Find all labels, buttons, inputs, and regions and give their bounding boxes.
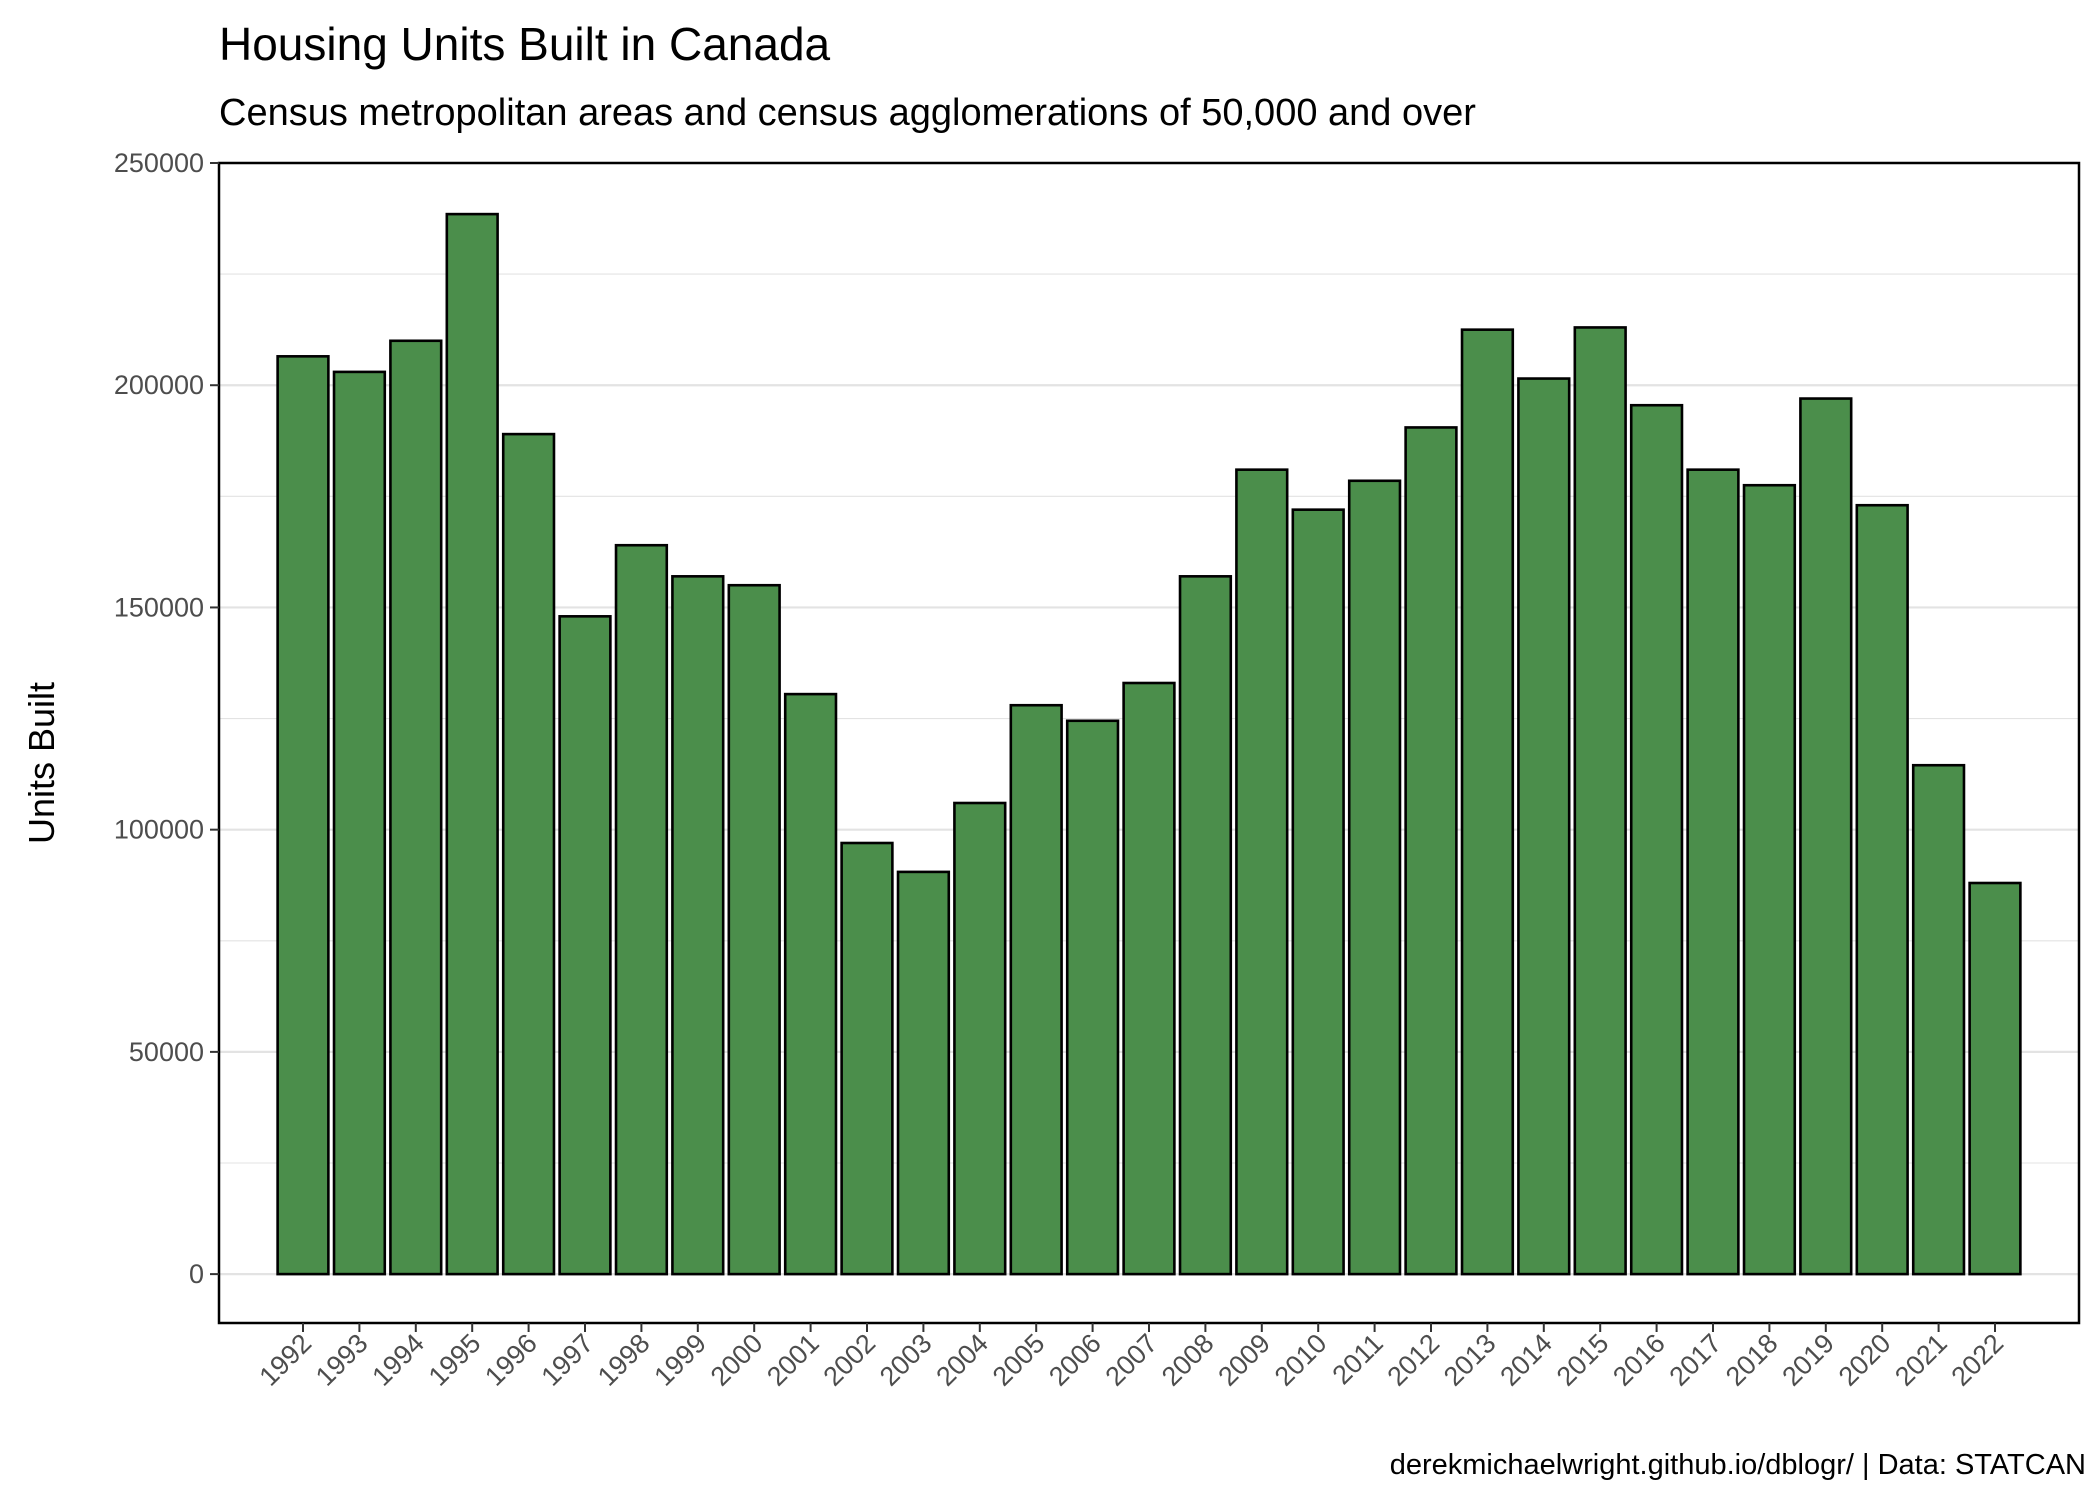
bar-2020 (1855, 503, 1909, 1276)
y-tick-label: 50000 (129, 1037, 204, 1067)
bar-2001 (783, 692, 838, 1276)
x-tick-label: 2003 (874, 1328, 938, 1392)
bar-1995 (445, 212, 499, 1276)
bar-1994 (389, 339, 443, 1276)
y-tick-label: 200000 (114, 370, 204, 400)
bar-1992 (276, 355, 330, 1276)
x-tick-label: 1996 (479, 1328, 543, 1392)
y-tick-label: 250000 (114, 148, 204, 178)
y-axis: 0 50000 100000 150000 200000 250000 (114, 148, 219, 1289)
bar-2013 (1460, 328, 1515, 1276)
x-tick-label: 2011 (1327, 1328, 1389, 1390)
bar-1998 (614, 543, 669, 1276)
x-tick-label: 2000 (705, 1328, 769, 1392)
bar-2011 (1347, 479, 1402, 1276)
bar-2019 (1799, 397, 1853, 1276)
x-tick-label: 2013 (1438, 1328, 1502, 1392)
bar-2016 (1629, 403, 1684, 1276)
bars (276, 212, 2022, 1276)
bar-1999 (671, 575, 725, 1276)
x-tick-label: 2022 (1946, 1328, 2010, 1392)
x-axis: 1992199319941995199619971998199920002001… (254, 1323, 2010, 1392)
x-tick-label: 2021 (1889, 1328, 1953, 1392)
bar-2010 (1291, 508, 1345, 1276)
x-tick-label: 2015 (1551, 1328, 1615, 1392)
bar-2003 (896, 870, 951, 1276)
x-tick-label: 2012 (1382, 1328, 1446, 1392)
chart-subtitle: Census metropolitan areas and census agg… (219, 92, 1476, 134)
bar-2000 (727, 583, 781, 1276)
bar-2014 (1517, 377, 1571, 1276)
bar-1993 (332, 370, 387, 1276)
chart-title: Housing Units Built in Canada (219, 18, 831, 70)
x-tick-label: 2004 (930, 1328, 994, 1392)
bar-2005 (1009, 703, 1063, 1276)
x-tick-label: 2016 (1607, 1328, 1671, 1392)
bar-2022 (1968, 881, 2022, 1276)
bar-2007 (1122, 681, 1176, 1276)
x-tick-label: 2009 (1212, 1328, 1276, 1392)
x-tick-label: 2014 (1494, 1328, 1558, 1392)
x-tick-label: 1998 (592, 1328, 656, 1392)
bar-2021 (1911, 763, 1966, 1276)
x-tick-label: 1995 (423, 1328, 487, 1392)
x-tick-label: 2005 (987, 1328, 1051, 1392)
bar-2015 (1573, 326, 1627, 1276)
x-tick-label: 2020 (1833, 1328, 1897, 1392)
y-tick-label: 100000 (114, 815, 204, 845)
x-tick-label: 1999 (648, 1328, 712, 1392)
x-tick-label: 2018 (1720, 1328, 1784, 1392)
bar-2018 (1742, 483, 1797, 1276)
bar-1996 (501, 432, 556, 1276)
x-tick-label: 2006 (1043, 1328, 1107, 1392)
x-tick-label: 2019 (1776, 1328, 1840, 1392)
y-tick-label: 0 (189, 1259, 204, 1289)
x-tick-label: 1994 (366, 1328, 430, 1392)
bar-2017 (1686, 468, 1740, 1276)
bar-1997 (558, 615, 612, 1276)
bar-2006 (1065, 719, 1120, 1276)
bar-2002 (840, 841, 894, 1276)
x-tick-label: 2010 (1269, 1328, 1333, 1392)
x-tick-label: 2017 (1664, 1328, 1728, 1392)
x-tick-label: 1993 (310, 1328, 374, 1392)
x-tick-label: 2001 (761, 1328, 825, 1392)
x-tick-label: 2007 (1100, 1328, 1164, 1392)
x-tick-label: 1997 (536, 1328, 600, 1392)
x-tick-label: 1992 (254, 1328, 318, 1392)
bar-2012 (1404, 426, 1458, 1276)
bar-2008 (1178, 575, 1233, 1276)
chart-caption: derekmichaelwright.github.io/dblogr/ | D… (1390, 1449, 2086, 1481)
y-tick-label: 150000 (114, 592, 204, 622)
x-tick-label: 2002 (818, 1328, 882, 1392)
bar-2004 (953, 801, 1007, 1276)
bar-2009 (1235, 468, 1289, 1276)
y-axis-label: Units Built (21, 682, 62, 844)
x-tick-label: 2008 (1156, 1328, 1220, 1392)
